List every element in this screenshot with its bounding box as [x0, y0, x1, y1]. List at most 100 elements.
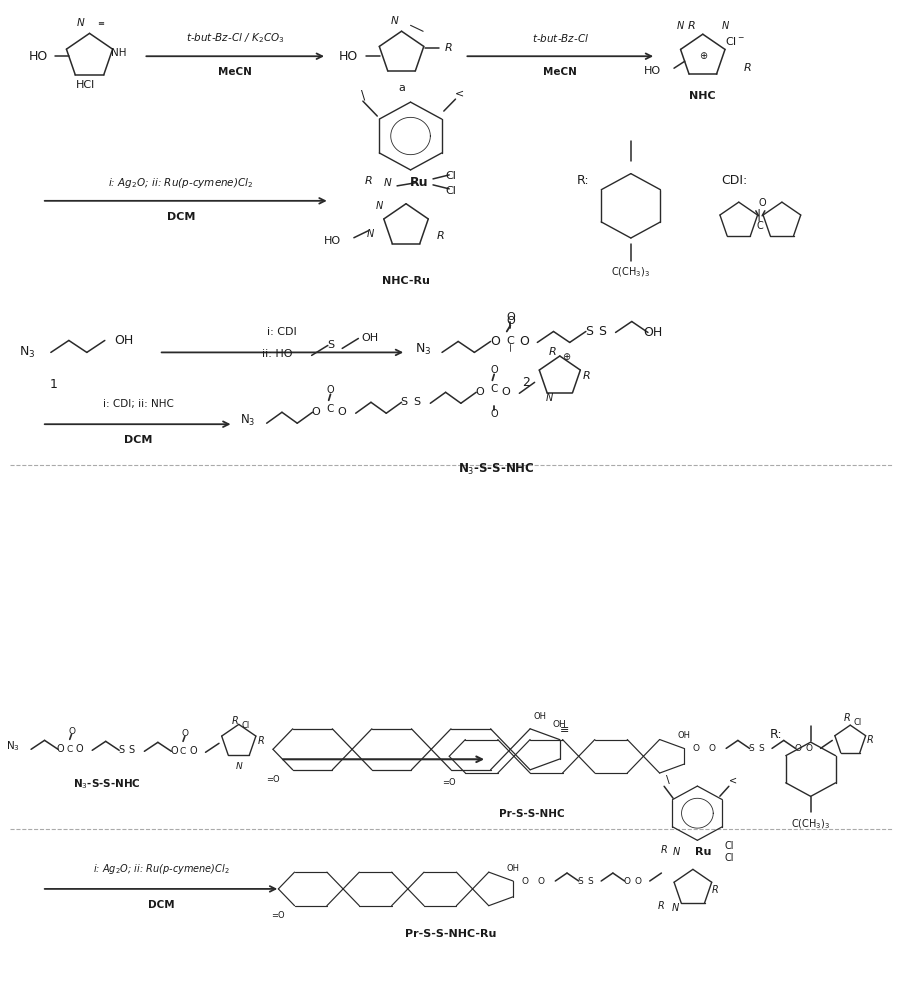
Text: O: O [759, 198, 766, 208]
Text: OH: OH [507, 864, 520, 873]
Text: O: O [181, 729, 189, 738]
Text: S: S [749, 744, 754, 753]
Text: R: R [583, 371, 591, 381]
Text: C: C [179, 747, 186, 756]
Text: C: C [507, 336, 514, 346]
Text: S: S [759, 744, 764, 753]
Text: Cl: Cl [242, 721, 250, 730]
Text: R: R [258, 736, 264, 746]
Text: O: O [338, 407, 346, 417]
Text: C: C [327, 404, 335, 414]
Text: HCl: HCl [76, 80, 95, 90]
Text: HO: HO [644, 66, 661, 76]
Text: Ru: Ru [695, 847, 712, 857]
Text: Pr-S-S-NHC: Pr-S-S-NHC [499, 809, 565, 819]
Text: S: S [327, 340, 334, 350]
Text: O: O [521, 877, 529, 886]
Text: N: N [391, 16, 398, 26]
Text: OH: OH [643, 326, 662, 339]
Text: O: O [519, 335, 529, 348]
Text: N: N [77, 18, 85, 28]
Text: N: N [671, 903, 678, 913]
Text: N: N [366, 229, 373, 239]
Text: ⊕: ⊕ [562, 352, 570, 362]
Text: O: O [170, 746, 178, 756]
Text: O: O [68, 727, 75, 736]
Text: $t$-$but$-Bz-Cl / K$_2$CO$_3$: $t$-$but$-Bz-Cl / K$_2$CO$_3$ [186, 31, 284, 45]
Text: 1: 1 [50, 378, 58, 391]
Text: S: S [587, 877, 594, 886]
Text: Cl: Cl [724, 841, 733, 851]
Text: O: O [189, 746, 197, 756]
Text: |: | [757, 208, 760, 221]
Text: N$_3$: N$_3$ [6, 739, 20, 753]
Text: Cl: Cl [446, 186, 456, 196]
Text: C: C [67, 745, 73, 754]
Text: CDI:: CDI: [721, 174, 747, 187]
Text: i: CDI: i: CDI [267, 327, 297, 337]
Text: MeCN: MeCN [543, 67, 577, 77]
Text: R:: R: [577, 174, 590, 187]
Text: R: R [661, 845, 667, 855]
Text: S: S [129, 745, 134, 755]
Text: O: O [624, 877, 630, 886]
Text: Cl: Cl [853, 718, 861, 727]
Text: O: O [312, 407, 320, 417]
Text: O: O [327, 385, 335, 395]
Text: N$_3$-S-S-NHC: N$_3$-S-S-NHC [73, 777, 141, 791]
Text: O: O [692, 744, 699, 753]
Text: OH: OH [553, 720, 566, 729]
Text: O: O [634, 877, 641, 886]
Text: Cl$^-$: Cl$^-$ [725, 35, 745, 47]
Text: $t$-$but$-Bz-Cl: $t$-$but$-Bz-Cl [531, 32, 589, 44]
Text: N$_3$: N$_3$ [240, 413, 255, 428]
Text: Cl: Cl [724, 853, 733, 863]
Text: ≡: ≡ [559, 725, 569, 735]
Text: O: O [538, 877, 545, 886]
Text: N: N [375, 201, 382, 211]
Text: HO: HO [338, 50, 358, 63]
Text: DCM: DCM [167, 212, 196, 222]
Text: N: N [384, 178, 392, 188]
Text: DCM: DCM [124, 435, 152, 445]
Text: R: R [232, 716, 238, 726]
Text: <: < [456, 88, 465, 98]
Text: R:: R: [770, 728, 783, 741]
Text: OH: OH [114, 334, 133, 347]
Text: S: S [118, 745, 124, 755]
Text: \: \ [361, 89, 365, 102]
Text: =O: =O [272, 911, 285, 920]
Text: HO: HO [28, 50, 48, 63]
Text: O: O [475, 387, 484, 397]
Text: O: O [491, 409, 498, 419]
Text: ii: HO: ii: HO [262, 349, 292, 359]
Text: O: O [506, 312, 515, 322]
Text: S: S [400, 397, 408, 407]
Text: R: R [364, 176, 373, 186]
Text: N$_3$: N$_3$ [415, 342, 431, 357]
Text: R: R [687, 21, 695, 31]
Text: i: Ag$_2$O; ii: Ru($p$-cymene)Cl$_2$: i: Ag$_2$O; ii: Ru($p$-cymene)Cl$_2$ [108, 176, 254, 190]
Text: Cl: Cl [446, 171, 456, 181]
Text: O: O [502, 387, 511, 397]
Text: NHC: NHC [689, 91, 716, 101]
Text: R: R [744, 63, 751, 73]
Text: R: R [658, 901, 665, 911]
Text: =O: =O [442, 778, 456, 787]
Text: S: S [413, 397, 420, 407]
Text: R: R [548, 347, 557, 357]
Text: N$_3$-S-S-NHC: N$_3$-S-S-NHC [458, 462, 534, 477]
Text: N$_3$: N$_3$ [19, 345, 36, 360]
Text: HO: HO [324, 236, 341, 246]
Text: O: O [490, 335, 500, 348]
Text: a: a [398, 83, 405, 93]
Text: C(CH$_3$)$_3$: C(CH$_3$)$_3$ [791, 817, 830, 831]
Text: OH: OH [533, 712, 547, 721]
Text: S: S [598, 325, 606, 338]
Text: O: O [805, 744, 813, 753]
Text: C: C [757, 221, 764, 231]
Text: NHC-Ru: NHC-Ru [382, 276, 430, 286]
Text: S: S [585, 325, 594, 338]
Text: Ru: Ru [410, 176, 428, 189]
Text: R: R [712, 885, 719, 895]
